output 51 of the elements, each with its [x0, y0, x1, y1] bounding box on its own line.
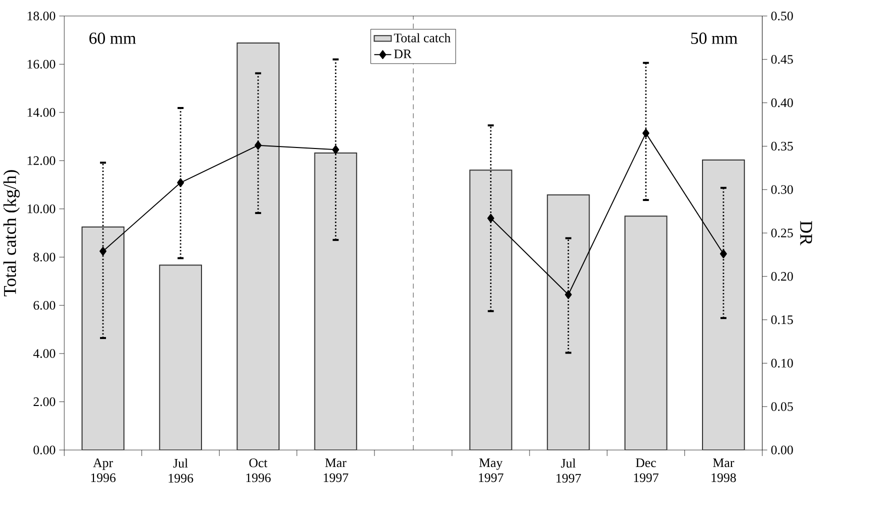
x-tick-label: May 1997 [478, 458, 504, 482]
y2-tick-label: 0.45 [771, 55, 793, 64]
y-tick-label: 8.00 [34, 252, 56, 262]
y2-tick-label: 0.20 [771, 272, 793, 281]
y-tick-label: 4.00 [33, 349, 56, 358]
point [254, 140, 262, 150]
y2-tick-label: 0.40 [771, 98, 793, 108]
bar [469, 170, 512, 450]
y2-tick-label: 0.05 [771, 402, 793, 411]
x-tick-label: Dec 1997 [634, 458, 658, 482]
y-tick-label: 6.00 [34, 300, 56, 310]
y2-tick-label: 0.30 [771, 185, 793, 194]
y2-tick-label: 0.50 [771, 12, 793, 20]
point [332, 145, 340, 154]
annotation: 50 mm [691, 32, 738, 44]
bar [82, 226, 124, 450]
legend-label: DR [394, 50, 412, 58]
x-tick-label: Oct 1996 [246, 458, 271, 482]
y2-tick-label: 0.35 [771, 142, 793, 151]
x-tick-label: Apr 1996 [91, 458, 116, 482]
bar [236, 42, 280, 450]
y-axis-title: Total catch (kg/h) [3, 170, 20, 296]
x-tick-label: Mar 1997 [324, 458, 348, 482]
y-tick-label: 10.00 [28, 204, 56, 214]
y-tick-label: 0.00 [34, 446, 56, 454]
y2-tick-label: 0.25 [771, 228, 793, 238]
y-tick-label: 2.00 [34, 397, 56, 406]
y2-tick-label: 0.15 [771, 315, 793, 324]
bar [546, 194, 590, 450]
bar [159, 264, 202, 450]
annotation: 60 mm [89, 32, 136, 44]
x-tick-label: Jul 1996 [168, 458, 194, 483]
y-tick-label: 12.00 [28, 156, 56, 166]
y2-tick-label: 0.00 [771, 446, 793, 454]
y-tick-label: 16.00 [28, 60, 56, 69]
point [720, 249, 727, 258]
point [642, 128, 650, 138]
point [564, 290, 572, 300]
point [177, 178, 184, 188]
legend-label: Total catch [394, 33, 451, 42]
point [100, 246, 106, 256]
y-tick-label: 18.00 [28, 12, 56, 20]
y-tick-label: 14.00 [28, 108, 56, 117]
bar [624, 216, 668, 450]
x-tick-label: Mar 1998 [712, 458, 736, 482]
bar [702, 159, 745, 450]
point [487, 214, 494, 223]
x-tick-label: Jul 1997 [556, 458, 581, 483]
y2-axis-title: DR [800, 221, 812, 246]
bar [314, 152, 358, 450]
y2-tick-label: 0.10 [771, 358, 793, 368]
